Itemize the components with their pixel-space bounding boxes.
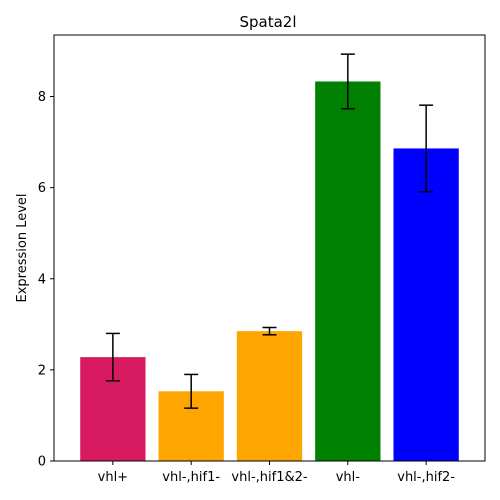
error-bars-group: [105, 53, 434, 409]
x-tick-label-3: vhl-: [336, 470, 361, 485]
x-tick-label-2: vhl-,hif1&2-: [231, 470, 307, 485]
x-tick-label-1: vhl-,hif1-: [162, 470, 220, 485]
x-tick-label-0: vhl+: [98, 470, 128, 485]
y-axis-ticks: 0 2 4 6 8: [38, 90, 54, 470]
y-tick-label-3: 6: [38, 181, 46, 196]
plot-frame: [53, 34, 486, 462]
x-tick-label-4: vhl-,hif2-: [397, 470, 455, 485]
bar-3: [315, 81, 381, 461]
chart-title: Spata2l: [239, 13, 296, 31]
y-axis-label: Expression Level: [15, 193, 30, 302]
y-tick-label-0: 0: [38, 455, 46, 470]
y-tick-label-4: 8: [38, 90, 46, 105]
x-axis-ticks: vhl+ vhl-,hif1- vhl-,hif1&2- vhl-vhl-,hif2-: [98, 461, 455, 485]
bars-group: [80, 81, 459, 461]
y-tick-label-2: 4: [38, 272, 46, 287]
y-tick-label-1: 2: [38, 363, 46, 378]
bar-2: [236, 331, 303, 461]
bar-4: [393, 148, 459, 461]
